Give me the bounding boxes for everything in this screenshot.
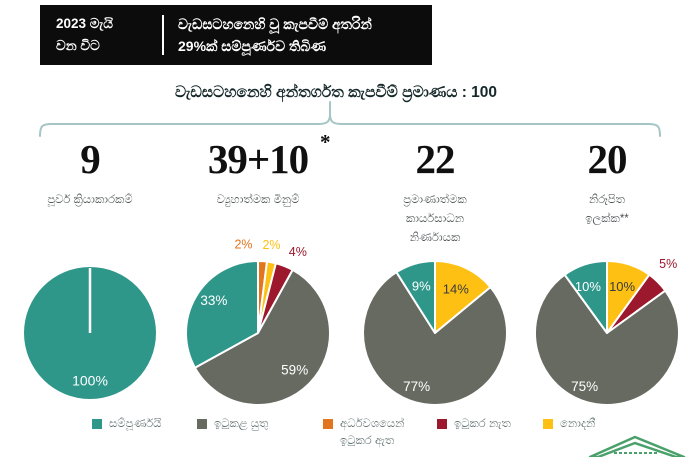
header-date-line1: 2023 මැයි <box>56 16 113 32</box>
legend-item-not-fulfilled: ඉටුකර නැත <box>437 416 511 433</box>
column-group-2: 39+10 ව්‍යුහාත්මක මිනුම් <box>178 136 338 210</box>
column-group-1: 9 පූර්ව ක්‍රියාකාරකම් <box>10 136 170 210</box>
legend-swatch-not-fulfilled <box>437 419 447 429</box>
pie-slice-label: 4% <box>289 245 307 259</box>
legend-item-complete: සම්පූර්ණයි <box>92 416 161 433</box>
header-statement: වැඩසටහනෙහි වූ කැපවීම් අතරින් 29%ක් සම්පූ… <box>178 13 372 58</box>
pie-slice-4 <box>185 260 259 369</box>
stat-label-line: ව්‍යුහාත්මක මිනුම් <box>216 194 300 207</box>
legend-label: අර්ධවශයෙන් ඉටුකර ඇත <box>340 416 404 451</box>
pie-slice-label: 10% <box>575 279 601 294</box>
footnote-asterisk: * <box>320 130 331 154</box>
pie-slice-label: 2% <box>262 238 280 252</box>
stat-label-line: ඉලක්ක** <box>585 213 629 226</box>
legend-item-partial: අර්ධවශයෙන් ඉටුකර ඇත <box>323 416 404 451</box>
pie-slice-label: 59% <box>281 362 308 377</box>
pie-slice-label: 77% <box>403 379 430 394</box>
legend-label: සම්පූර්ණයි <box>109 418 162 430</box>
pie-slice-label: 2% <box>234 238 252 252</box>
legend-swatch-due <box>197 419 207 429</box>
stat-label: නිරූපිත ඉලක්ක** <box>527 191 687 229</box>
pie-slice-label: 9% <box>412 279 431 294</box>
stat-label-line: නිරූපිත <box>588 194 626 207</box>
pie-slice-label: 75% <box>571 379 598 394</box>
legend-item-due: ඉටුකළ යුතු <box>197 416 268 433</box>
green-roof-logo-icon <box>588 435 686 457</box>
stat-label: පූර්ව ක්‍රියාකාරකම් <box>10 191 170 210</box>
pie-slice-label: 14% <box>443 281 469 296</box>
pie-slice-2 <box>395 260 436 334</box>
legend-label: නොදනී <box>560 418 596 430</box>
header-date-line2: වන විට <box>56 38 100 53</box>
stat-value: 39+10 <box>207 136 309 182</box>
stat-label-line: නිර්ණායක <box>409 232 461 245</box>
legend-swatch-unknown <box>543 419 553 429</box>
chart-title: වැඩසටහනෙහි අන්තර්ගත කැපවීම් ප්‍රමාණය : 1… <box>174 84 498 101</box>
header-divider <box>162 15 164 55</box>
pie-slice-label: 10% <box>609 279 635 294</box>
legend-label: ඉටුකර නැත <box>454 418 511 430</box>
stat-label: ව්‍යුහාත්මක මිනුම් <box>178 191 338 210</box>
column-group-3: 22 ප්‍රමාණාත්මක කාර්යසාධන නිර්ණායක <box>355 136 515 248</box>
header-statement-line1: වැඩසටහනෙහි වූ කැපවීම් අතරින් <box>178 15 372 32</box>
pie-slice-label: 33% <box>200 293 227 308</box>
stat-value: 22 <box>415 136 456 182</box>
legend-label-line: ඉටුකර ඇත <box>340 435 395 448</box>
pie-chart-4: 10% 5% 75% 10% <box>517 243 696 423</box>
legend-swatch-partial <box>323 419 333 429</box>
pie-slice-3 <box>563 260 608 334</box>
pie-slice-label: 100% <box>72 372 108 388</box>
pie-slice-3 <box>193 268 332 407</box>
header-box: 2023 මැයි වන විට වැඩසටහනෙහි වූ කැපවීම් අ… <box>40 5 432 65</box>
stat-label-line: කාර්යසාධන <box>405 213 465 226</box>
brace-bracket-icon <box>39 101 661 137</box>
stat-label: ප්‍රමාණාත්මක කාර්යසාධන නිර්ණායක <box>355 191 515 248</box>
pie-chart-3: 14% 77% 9% <box>345 243 525 423</box>
pie-slice-2 <box>534 273 680 406</box>
legend-label: ඉටුකළ යුතු <box>214 418 269 430</box>
pie-chart-2: 2% 2% 4% 59% 33% <box>168 238 348 423</box>
stat-label-line: ප්‍රමාණාත්මක <box>403 194 467 207</box>
pie-slice-0 <box>434 260 492 334</box>
pie-chart-1: 100% <box>0 243 180 423</box>
header-date: 2023 මැයි වන විට <box>40 13 162 56</box>
pie-slice-label: 5% <box>659 257 677 271</box>
header-statement-line2: 29%ක් සම්පූර්ණව තිබිණ <box>178 38 327 54</box>
pie-slice-1 <box>362 271 508 406</box>
column-group-4: 20 නිරූපිත ඉලක්ක** <box>527 136 687 229</box>
legend-swatch-complete <box>92 419 102 429</box>
legend-item-unknown: නොදනී <box>543 416 595 433</box>
legend-label-line: අර්ධවශයෙන් <box>340 418 405 430</box>
stat-value: 20 <box>587 136 628 182</box>
stat-label-line: පූර්ව ක්‍රියාකාරකම් <box>47 194 133 207</box>
stat-value: 9 <box>80 136 101 182</box>
